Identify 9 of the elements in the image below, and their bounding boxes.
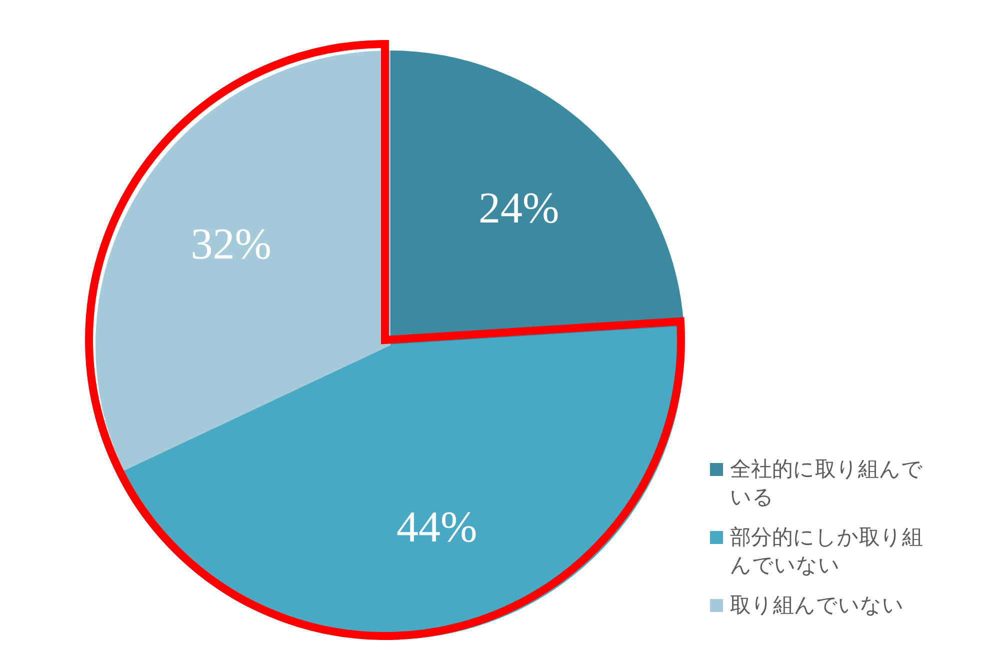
data-label: 32% [190, 220, 272, 269]
pie-slice [96, 50, 390, 471]
pie-slice [390, 50, 684, 346]
legend-label: 取り組んでいない [730, 592, 905, 619]
data-label: 24% [478, 183, 560, 232]
pie-slice [123, 326, 684, 640]
legend-label: 全社的に取り組んでいる [730, 456, 924, 511]
data-label: 44% [396, 502, 478, 552]
legend-label: 部分的にしか取り組んでいない [730, 524, 924, 579]
